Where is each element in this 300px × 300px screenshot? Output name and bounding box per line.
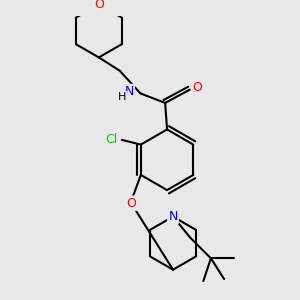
Text: Cl: Cl [105, 134, 118, 146]
Text: N: N [168, 210, 178, 223]
Text: O: O [126, 197, 136, 210]
Text: O: O [94, 0, 104, 11]
Text: N: N [124, 85, 134, 98]
Text: H: H [118, 92, 127, 102]
Text: O: O [192, 81, 202, 94]
